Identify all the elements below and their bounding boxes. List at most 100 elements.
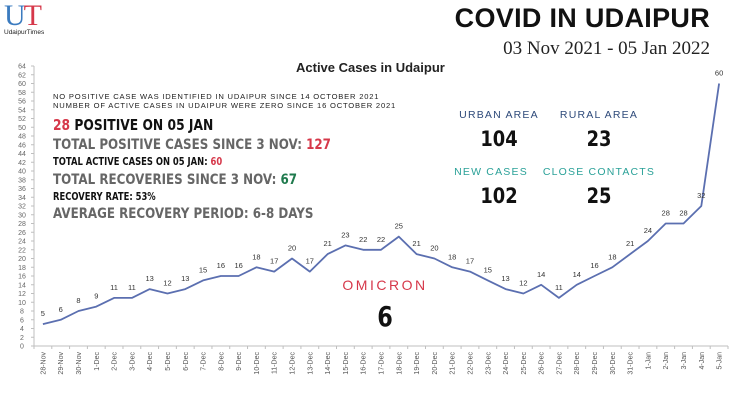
y-tick-label: 22 — [18, 247, 26, 254]
x-tick-label: 11-Dec — [272, 352, 279, 375]
data-label: 14 — [537, 270, 545, 279]
note-no-positive: NO POSITIVE CASE WAS IDENTIFIED IN UDAIP… — [53, 92, 380, 101]
data-label: 15 — [199, 265, 207, 274]
y-tick-label: 4 — [20, 326, 24, 333]
x-tick-label: 27-Dec — [556, 352, 563, 375]
new-cases-value: 102 — [480, 184, 518, 208]
data-label: 18 — [608, 252, 616, 261]
data-label: 22 — [359, 235, 367, 244]
stat-avg-recovery-period: AVERAGE RECOVERY PERIOD: 6-8 DAYS — [53, 206, 314, 222]
y-tick-label: 18 — [18, 265, 26, 272]
data-label: 25 — [395, 222, 403, 231]
x-tick-label: 1-Dec — [94, 352, 101, 371]
x-tick-label: 26-Dec — [539, 352, 546, 375]
y-tick-label: 24 — [18, 239, 26, 246]
x-tick-label: 14-Dec — [325, 352, 332, 375]
data-label: 16 — [234, 261, 242, 270]
x-tick-label: 5-Jan — [717, 352, 724, 370]
x-tick-label: 4-Dec — [147, 352, 154, 371]
y-tick-label: 52 — [18, 116, 26, 123]
stat-total-positive: TOTAL POSITIVE CASES SINCE 3 NOV: 127 — [53, 137, 331, 153]
x-tick-label: 18-Dec — [396, 352, 403, 375]
stat-positive-today: 28 POSITIVE ON 05 JAN — [53, 116, 214, 134]
data-label: 21 — [412, 239, 420, 248]
data-label: 8 — [76, 296, 80, 305]
total-positive-value: 127 — [306, 137, 331, 153]
data-label: 21 — [323, 239, 331, 248]
x-tick-label: 8-Dec — [218, 352, 225, 371]
positive-today-value: 28 — [53, 116, 71, 134]
active-cases-line — [42, 83, 720, 325]
y-tick-label: 36 — [18, 186, 26, 193]
x-tick-label: 24-Dec — [503, 352, 510, 375]
x-tick-label: 19-Dec — [414, 352, 421, 375]
y-tick-label: 34 — [18, 195, 26, 202]
x-tick-label: 30-Dec — [610, 352, 617, 375]
data-label: 5 — [41, 309, 45, 318]
x-tick-label: 25-Dec — [521, 352, 528, 375]
data-label: 32 — [697, 191, 705, 200]
data-label: 14 — [573, 270, 581, 279]
y-tick-label: 8 — [20, 309, 24, 316]
data-label: 22 — [377, 235, 385, 244]
y-tick-label: 0 — [20, 344, 24, 351]
y-tick-label: 30 — [18, 212, 26, 219]
data-label: 12 — [163, 279, 171, 288]
data-label: 20 — [430, 244, 438, 253]
data-label: 16 — [217, 261, 225, 270]
urban-area-value: 104 — [480, 127, 518, 151]
x-tick-label: 4-Jan — [699, 352, 706, 370]
y-tick-label: 6 — [20, 317, 24, 324]
data-label: 11 — [555, 283, 563, 292]
x-tick-label: 6-Dec — [183, 352, 190, 371]
y-tick-label: 46 — [18, 142, 26, 149]
rural-area-value: 23 — [586, 127, 612, 151]
y-tick-label: 14 — [18, 282, 26, 289]
data-label: 17 — [466, 257, 474, 266]
y-tick-label: 10 — [18, 300, 26, 307]
x-tick-label: 23-Dec — [485, 352, 492, 375]
y-tick-label: 12 — [18, 291, 26, 298]
y-tick-label: 28 — [18, 221, 26, 228]
data-label: 13 — [145, 274, 153, 283]
y-tick-label: 32 — [18, 204, 26, 211]
total-active-value: 60 — [210, 156, 223, 168]
y-tick-label: 64 — [18, 64, 26, 71]
x-tick-label: 30-Nov — [76, 352, 83, 375]
total-recoveries-value: 67 — [280, 172, 298, 188]
y-tick-label: 38 — [18, 177, 26, 184]
close-contacts-label: CLOSE CONTACTS — [542, 166, 656, 178]
logo-subtitle: UdaipurTimes — [4, 29, 45, 36]
data-label: 23 — [341, 230, 349, 239]
y-tick-label: 20 — [18, 256, 26, 263]
y-tick-label: 56 — [18, 99, 26, 106]
x-tick-label: 15-Dec — [343, 352, 350, 375]
data-label: 16 — [590, 261, 598, 270]
y-tick-label: 58 — [18, 90, 26, 97]
data-label: 17 — [270, 257, 278, 266]
x-tick-label: 21-Dec — [450, 352, 457, 375]
x-tick-label: 12-Dec — [290, 352, 297, 375]
x-tick-label: 29-Dec — [592, 352, 599, 375]
omicron-value: 6 — [377, 300, 393, 333]
x-tick-label: 1-Jan — [645, 352, 652, 370]
x-tick-label: 16-Dec — [361, 352, 368, 375]
logo-letter-u: U — [4, 0, 26, 32]
stat-total-active: TOTAL ACTIVE CASES ON 05 JAN: 60 — [53, 156, 223, 168]
data-label: 24 — [644, 226, 652, 235]
data-label: 28 — [679, 209, 687, 218]
udaipur-times-logo: UT UdaipurTimes — [4, 0, 45, 37]
x-tick-label: 13-Dec — [307, 352, 314, 375]
y-tick-label: 16 — [18, 274, 26, 281]
logo-letter-t: T — [23, 0, 42, 32]
y-tick-label: 2 — [20, 335, 24, 342]
y-tick-label: 40 — [18, 169, 26, 176]
data-label: 11 — [110, 283, 118, 292]
x-tick-label: 28-Nov — [40, 352, 47, 375]
x-tick-label: 5-Dec — [165, 352, 172, 371]
urban-area-label: URBAN AREA — [459, 109, 539, 121]
data-label: 18 — [448, 252, 456, 261]
data-label: 60 — [715, 69, 723, 78]
y-tick-label: 26 — [18, 230, 26, 237]
